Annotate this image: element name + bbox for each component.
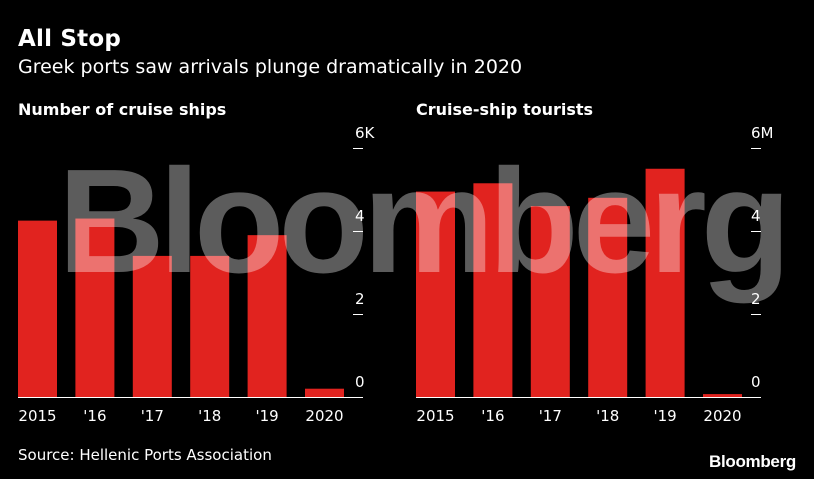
category-label-tourists: '16 [481, 407, 504, 425]
bar-ships [247, 235, 287, 397]
y-tick-label-tourists: 0 [751, 373, 761, 391]
category-label-ships: '19 [255, 407, 278, 425]
category-label-ships: '17 [141, 407, 164, 425]
y-tick-label-ships: 6K [355, 124, 376, 142]
bar-tourists [588, 197, 628, 397]
bar-tourists [473, 183, 513, 397]
bar-ships [190, 255, 230, 397]
bar-tourists [416, 191, 455, 397]
y-tick-label-tourists: 6M [751, 124, 774, 142]
bar-ships [18, 220, 57, 397]
bar-ships [132, 255, 172, 397]
category-label-tourists: '19 [653, 407, 676, 425]
bar-ships [305, 388, 344, 397]
y-tick-label-tourists: 4 [751, 207, 761, 225]
category-label-ships: 2020 [305, 407, 343, 425]
category-label-tourists: '18 [596, 407, 619, 425]
y-tick-label-ships: 2 [355, 290, 365, 308]
category-label-ships: '16 [83, 407, 106, 425]
chart-subtitle: Greek ports saw arrivals plunge dramatic… [18, 56, 523, 78]
panel-title-cruise-ships: Number of cruise ships [18, 100, 227, 119]
category-label-ships: '18 [198, 407, 221, 425]
category-label-ships: 2015 [18, 407, 56, 425]
source-note: Source: Hellenic Ports Association [18, 446, 272, 464]
category-label-tourists: 2020 [703, 407, 741, 425]
panel-title-cruise-tourists: Cruise-ship tourists [416, 100, 594, 119]
y-tick-label-ships: 4 [355, 207, 365, 225]
bar-tourists [703, 394, 742, 397]
bloomberg-logo: Bloomberg [708, 452, 796, 471]
chart-title: All Stop [18, 26, 121, 52]
category-label-tourists: '17 [539, 407, 562, 425]
y-tick-label-ships: 0 [355, 373, 365, 391]
bar-tourists [530, 206, 570, 397]
y-tick-label-tourists: 2 [751, 290, 761, 308]
bar-tourists [645, 168, 685, 397]
bar-ships [75, 218, 115, 397]
category-label-tourists: 2015 [416, 407, 454, 425]
